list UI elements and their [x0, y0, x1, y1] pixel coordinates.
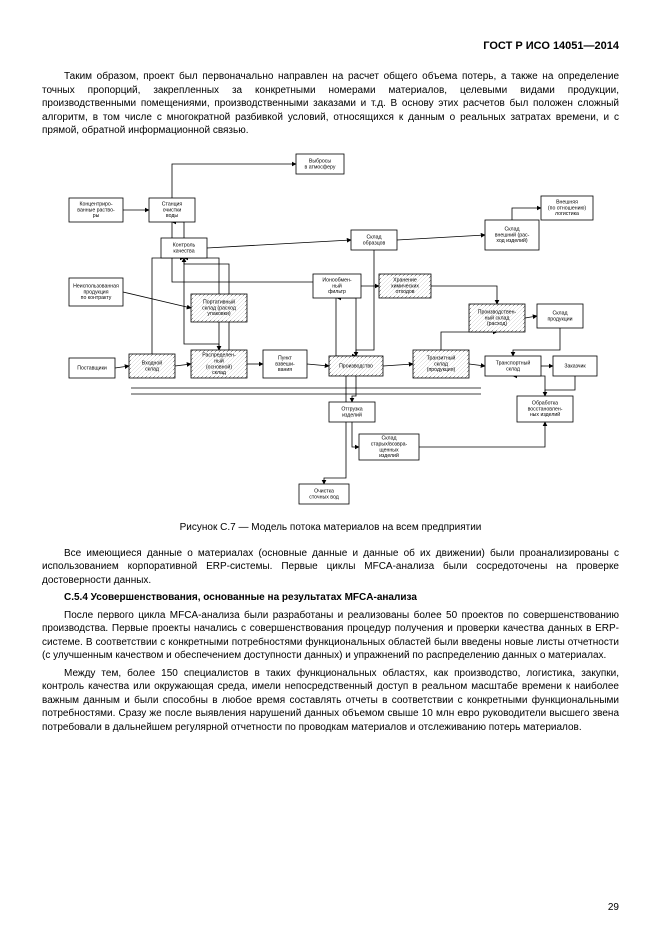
node-n_cleanwater: Очисткасточных вод [299, 484, 349, 504]
node-n_inputwh: Входнойсклад [129, 354, 175, 378]
paragraph-3: После первого цикла MFCA-анализа были ра… [42, 609, 619, 663]
paragraph-4: Между тем, более 150 специалистов в таки… [42, 667, 619, 735]
diagram-container: Выбросыв атмосферу Концентриро-ванные рас… [42, 146, 619, 516]
paragraph-2: Все имеющиеся данные о материалах (основ… [42, 547, 619, 588]
node-n_supplier: Поставщики [69, 358, 115, 378]
section-heading: С.5.4 Усовершенствования, основанные на … [42, 591, 619, 605]
edge [152, 258, 184, 354]
edge [512, 208, 541, 220]
edge [175, 364, 191, 366]
edge [172, 164, 296, 198]
node-label: ход изделий) [496, 237, 527, 244]
node-label: образцов [362, 240, 385, 246]
node-label: отходов [395, 289, 414, 295]
edge [431, 286, 497, 304]
node-label: Заказчик [564, 363, 586, 369]
node-n_samples: Складобразцов [351, 230, 397, 250]
edge [207, 240, 351, 248]
node-label: вания [277, 367, 291, 373]
edge [352, 422, 359, 447]
node-label: склад [212, 370, 226, 376]
node-label: по контракту [80, 295, 111, 301]
node-label: продукции [547, 316, 572, 322]
node-n_quality: Контролькачества [161, 238, 207, 258]
edge [337, 298, 356, 356]
node-n_oldstore: Складстарых/возвра-щенныхизделий [359, 434, 419, 460]
node-n_logistics: Внешняя(по отношению)логистика [541, 196, 593, 220]
node-label: воды [165, 213, 177, 219]
node-n_portwh: Портативныйсклад (расходупаковки) [191, 294, 247, 322]
edge [307, 364, 329, 366]
node-label: в атмосферу [304, 164, 335, 170]
node-n_ionfilter: Ионообмен-ныйфильтр [313, 274, 361, 298]
node-n_distwh: Распределен-ный(основной)склад [191, 350, 247, 378]
node-label: изделий [379, 452, 399, 459]
node-n_prodstore: Складпродукции [537, 304, 583, 328]
node-n_weigh: Пунктвзвеши-вания [263, 350, 307, 378]
node-label: логистика [555, 211, 579, 217]
edge [324, 376, 346, 484]
nodes-group: Выбросыв атмосферу Концентриро-ванные рас… [69, 154, 597, 504]
node-n_production: Производство [329, 356, 383, 376]
edge [123, 292, 191, 308]
node-label: упаковки) [207, 311, 230, 317]
node-n_customer: Заказчик [553, 356, 597, 376]
node-label: (расход) [486, 321, 506, 327]
paragraph-1: Таким образом, проект был первоначально … [42, 70, 619, 138]
node-n_transport: Транспортныйсклад [485, 356, 541, 376]
doc-header: ГОСТ Р ИСО 14051—2014 [42, 40, 619, 52]
node-label: склад [506, 366, 520, 372]
node-n_extwh: Складвнешний (рас-ход изделий) [485, 220, 539, 250]
node-n_emissions: Выбросыв атмосферу [296, 154, 344, 174]
node-label: ных изделий [529, 411, 559, 418]
edge [172, 222, 184, 238]
edge [115, 366, 129, 368]
node-n_shipping: Отгрузкаизделий [329, 402, 375, 422]
section-heading-text: С.5.4 Усовершенствования, основанные на … [64, 592, 417, 603]
edge [356, 250, 374, 356]
node-label: фильтр [328, 289, 346, 295]
node-label: Производство [339, 363, 373, 369]
node-label: склад [145, 366, 159, 372]
node-label: (продукция) [426, 367, 455, 373]
edge [469, 364, 485, 366]
node-n_unused: Неиспользованнаяпродукцияпо контракту [69, 278, 123, 306]
edge [513, 376, 545, 396]
edge [441, 332, 497, 350]
page-number: 29 [608, 902, 619, 913]
edge [184, 258, 219, 294]
node-label: изделий [342, 411, 362, 418]
node-n_transitwh: Транзитныйсклад(продукция) [413, 350, 469, 378]
edge [419, 422, 545, 447]
figure-caption: Рисунок С.7 — Модель потока материалов н… [42, 522, 619, 533]
edge [352, 376, 356, 402]
node-n_recovered: Обработкавосстановлен-ных изделий [517, 396, 573, 422]
node-label: сточных вод [309, 494, 339, 500]
node-n_wastewater: Станцияочисткиводы [149, 198, 195, 222]
edge [383, 364, 413, 366]
node-n_concentrate: Концентриро-ванные раство-ры [69, 198, 123, 222]
node-n_prodwh: Производствен-ный склад(расход) [469, 304, 525, 332]
node-n_chemwaste: Хранениехимическихотходов [379, 274, 431, 298]
node-label: ры [92, 213, 99, 219]
node-label: Поставщики [77, 365, 107, 371]
edge [525, 316, 537, 318]
edge [545, 376, 575, 396]
edge [397, 235, 485, 240]
node-label: качества [173, 248, 194, 254]
material-flow-diagram: Выбросыв атмосферу Концентриро-ванные рас… [61, 146, 601, 516]
